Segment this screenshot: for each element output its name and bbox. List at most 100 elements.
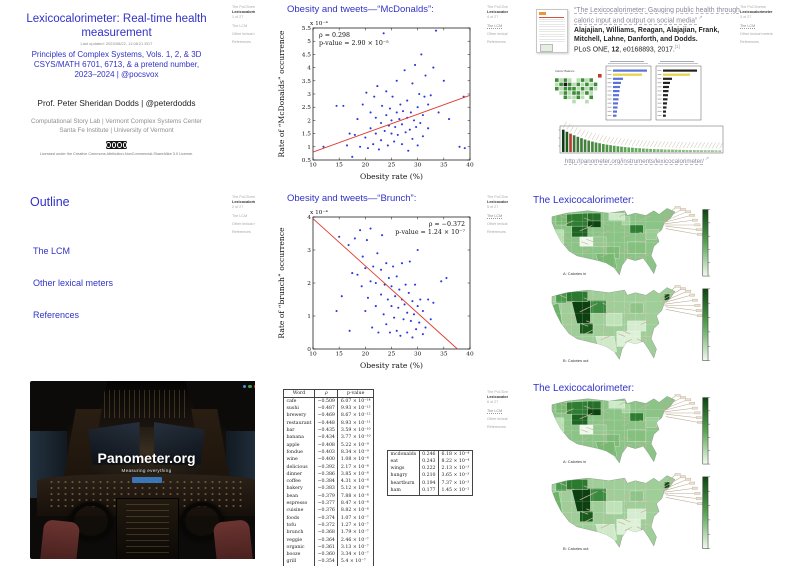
word-correlation-table-positive: mcdonalds 0.246 6.18 × 10⁻⁴ eat 0.243 8.22 × …	[387, 450, 473, 496]
svg-text:10: 10	[309, 163, 317, 169]
journal-rest: , e0168893, 2017.	[619, 46, 675, 54]
map-label-calories-in: A: Calories in	[563, 271, 587, 276]
svg-text:10: 10	[309, 352, 317, 358]
sidebar-kicker: The PoCSverse	[740, 5, 767, 9]
affiliations: Computational Story Lab | Vermont Comple…	[0, 118, 233, 135]
sidebar-item-other-lexical-meters[interactable]: Other lexical meters	[487, 416, 508, 421]
sidebar-item-references[interactable]: References	[232, 230, 251, 235]
sidebar-deck-title: Lexicocalorimeter	[232, 199, 255, 204]
slide-sidebar: The PoCSverse Lexicocalorimeter 4 of 27 …	[487, 5, 508, 45]
svg-text:Caloric Balance: Caloric Balance	[555, 69, 575, 73]
sidebar-item-other-lexical-meters[interactable]: Other lexical meters	[232, 31, 255, 36]
scatter-plot-brunch: 10 15 20 25 30 35 40 0 1 2 3 4 x 10⁻⁴ ρ = −0.372 p-val…	[277, 205, 477, 371]
green-dot-icon	[248, 385, 252, 389]
svg-text:3: 3	[307, 92, 311, 98]
sidebar-item-references[interactable]: References	[232, 40, 251, 45]
outline-item-the-lcm[interactable]: The LCM	[33, 246, 71, 256]
paper-header-rule	[539, 16, 564, 18]
sidebar-item-other-lexical-meters[interactable]: Other lexical meters	[487, 31, 508, 36]
sidebar-item-the-lcm[interactable]: The LCM	[232, 23, 248, 28]
sidebar-item-references[interactable]: References	[740, 40, 759, 45]
slide-lexicocalorimeter-maps-2: The Lexicocalorimeter: A: Calories in B:…	[508, 377, 800, 566]
sidebar-page-number: 5 of 27	[487, 204, 499, 209]
blue-dot-icon	[243, 385, 247, 389]
slide-sidebar: The PoCSverse Lexicocalorimeter 2 of 27 …	[232, 195, 255, 235]
choropleth-map-calories-in	[548, 393, 712, 470]
outline-item-other-lexical-meters[interactable]: Other lexical meters	[33, 278, 114, 288]
sidebar-item-references[interactable]: References	[487, 40, 506, 45]
slide-word-table: Word ρ p-value cafe −0.509 6.07 × 10⁻¹⁴ sushi −…	[255, 377, 508, 566]
paper-thumbnail	[536, 9, 568, 53]
sidebar-item-other-lexical-meters[interactable]: Other lexical meters	[487, 221, 508, 226]
map-label-calories-out: B: Calories out	[563, 358, 589, 363]
choropleth-map-calories-out	[548, 284, 712, 367]
deck-title: Lexicocalorimeter: Real-time health meas…	[26, 13, 207, 40]
cc-license-badge-wrap	[0, 141, 233, 149]
journal-logo	[539, 12, 546, 15]
paper-figure-thumb	[540, 44, 553, 52]
status-dots	[243, 385, 255, 389]
sidebar-deck-title: Lexicocalorimeter	[487, 199, 508, 204]
citation-block: “The Lexicocalorimeter: Gauging public h…	[574, 6, 744, 55]
svg-text:3.5: 3.5	[302, 79, 312, 85]
slide-sidebar: The PoCSverse Lexicocalorimeter 3 of 27 …	[740, 5, 774, 45]
svg-text:4: 4	[307, 66, 311, 72]
sidebar-deck-title: Lexicocalorimeter	[740, 9, 773, 14]
svg-text:2.5: 2.5	[302, 105, 312, 111]
slide-heading: Obesity and tweets—“McDonalds”:	[287, 4, 434, 15]
affiliation-line-1: Computational Story Lab | Vermont Comple…	[30, 118, 203, 125]
svg-text:ρ = 0.298: ρ = 0.298	[319, 32, 350, 39]
paper-title-link[interactable]: “The Lexicocalorimeter: Gauging public h…	[574, 7, 740, 25]
svg-text:3: 3	[307, 248, 311, 254]
sidebar-page-number: 4 of 27	[487, 14, 499, 19]
last-updated: Last updated: 2023/08/22, 11:08:21 EDT	[80, 41, 153, 46]
slide-heading: The Lexicocalorimeter:	[533, 383, 635, 394]
svg-text:Obesity rate (%): Obesity rate (%)	[360, 172, 423, 181]
svg-text:40: 40	[466, 352, 474, 358]
outline-item-references[interactable]: References	[33, 310, 80, 320]
slide-paper-citation: “The Lexicocalorimeter: Gauging public h…	[508, 0, 800, 189]
sidebar-kicker: The PoCSverse	[487, 5, 508, 9]
sidebar-item-the-lcm[interactable]: The LCM	[232, 213, 248, 218]
svg-text:0.5: 0.5	[302, 158, 312, 164]
sidebar-kicker: The PoCSverse	[232, 5, 255, 9]
sidebar-deck-title: Lexicocalorimeter	[487, 394, 508, 399]
svg-text:5.5: 5.5	[302, 26, 312, 32]
author-line: Prof. Peter Sheridan Dodds | @peterdodds	[37, 98, 196, 108]
outline-heading: Outline	[30, 195, 70, 209]
sidebar-page-number: 3 of 27	[740, 14, 752, 19]
sidebar-kicker: The PoCSverse	[487, 390, 508, 394]
slide-sidebar: The PoCSverse Lexicocalorimeter 1 of 27 …	[232, 5, 255, 45]
svg-text:20: 20	[362, 352, 370, 358]
sidebar-item-the-lcm[interactable]: The LCM	[740, 23, 756, 28]
slide-title: Lexicocalorimeter: Real-time health meas…	[0, 0, 255, 189]
panometer-url-line: http://panometer.org/instruments/lexicoc…	[522, 156, 752, 165]
sidebar-item-the-lcm[interactable]: The LCM	[487, 23, 503, 28]
slide-sidebar: The PoCSverse Lexicocalorimeter 6 of 27 …	[487, 390, 508, 430]
sidebar-item-the-lcm[interactable]: The LCM	[487, 213, 503, 218]
word-correlation-table: Word ρ p-value cafe −0.509 6.07 × 10⁻¹⁴ sushi −…	[282, 389, 374, 566]
sidebar-item-references[interactable]: References	[487, 425, 506, 430]
svg-text:40: 40	[466, 163, 474, 169]
sidebar-item-other-lexical-meters[interactable]: Other lexical meters	[232, 221, 255, 226]
choropleth-map-calories-in	[548, 205, 712, 282]
panometer-tagline: Measuring everything	[121, 468, 172, 474]
svg-text:0: 0	[307, 347, 311, 353]
sidebar-item-other-lexical-meters[interactable]: Other lexical meters	[740, 31, 773, 36]
svg-text:35: 35	[440, 352, 448, 358]
slide-heading: The Lexicocalorimeter:	[533, 195, 635, 206]
svg-text:4: 4	[307, 215, 311, 221]
svg-text:p-value = 2.90 × 10⁻⁵: p-value = 2.90 × 10⁻⁵	[319, 40, 389, 47]
panometer-brand: Panometer.org	[97, 450, 196, 467]
map-label-calories-in: A: Calories in	[563, 459, 587, 464]
svg-text:15: 15	[335, 352, 343, 358]
reference-marker: [1]	[674, 44, 680, 50]
panometer-button[interactable]	[131, 477, 162, 483]
choropleth-map-calories-out	[548, 472, 712, 555]
sidebar-item-the-lcm[interactable]: The LCM	[487, 408, 503, 413]
sidebar-item-references[interactable]: References	[487, 230, 506, 235]
panometer-url-link[interactable]: http://panometer.org/instruments/lexicoc…	[564, 158, 704, 166]
slide-heading: Obesity and tweets—“Brunch”:	[287, 193, 417, 204]
slide-panometer: Panometer.org Measuring everything	[0, 377, 255, 566]
svg-text:p-value = 1.24 × 10⁻⁷: p-value = 1.24 × 10⁻⁷	[395, 229, 465, 236]
